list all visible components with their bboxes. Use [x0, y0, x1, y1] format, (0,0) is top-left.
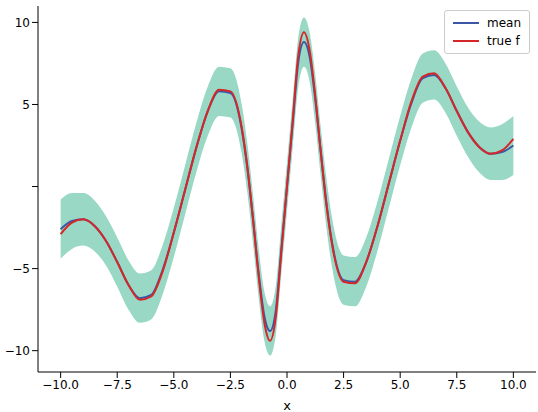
- svg-text:−10.0: −10.0: [42, 378, 79, 392]
- html-text:true f: true f: [487, 34, 520, 48]
- svg-text:7.5: 7.5: [447, 378, 466, 392]
- svg-text:2.5: 2.5: [334, 378, 353, 392]
- svg-text:x: x: [283, 398, 291, 412]
- svg-text:5: 5: [22, 98, 30, 112]
- svg-text:−2.5: −2.5: [216, 378, 245, 392]
- svg-text:0.0: 0.0: [277, 378, 296, 392]
- svg-text:−5: −5: [12, 262, 30, 276]
- svg-text:−10: −10: [8, 344, 30, 358]
- svg-text:10: 10: [15, 16, 30, 30]
- svg-text:−5.0: −5.0: [159, 378, 188, 392]
- html-text:mean: mean: [487, 16, 521, 30]
- svg-text:5.0: 5.0: [391, 378, 410, 392]
- svg-text:10.0: 10.0: [500, 378, 527, 392]
- svg-text:−7.5: −7.5: [103, 378, 132, 392]
